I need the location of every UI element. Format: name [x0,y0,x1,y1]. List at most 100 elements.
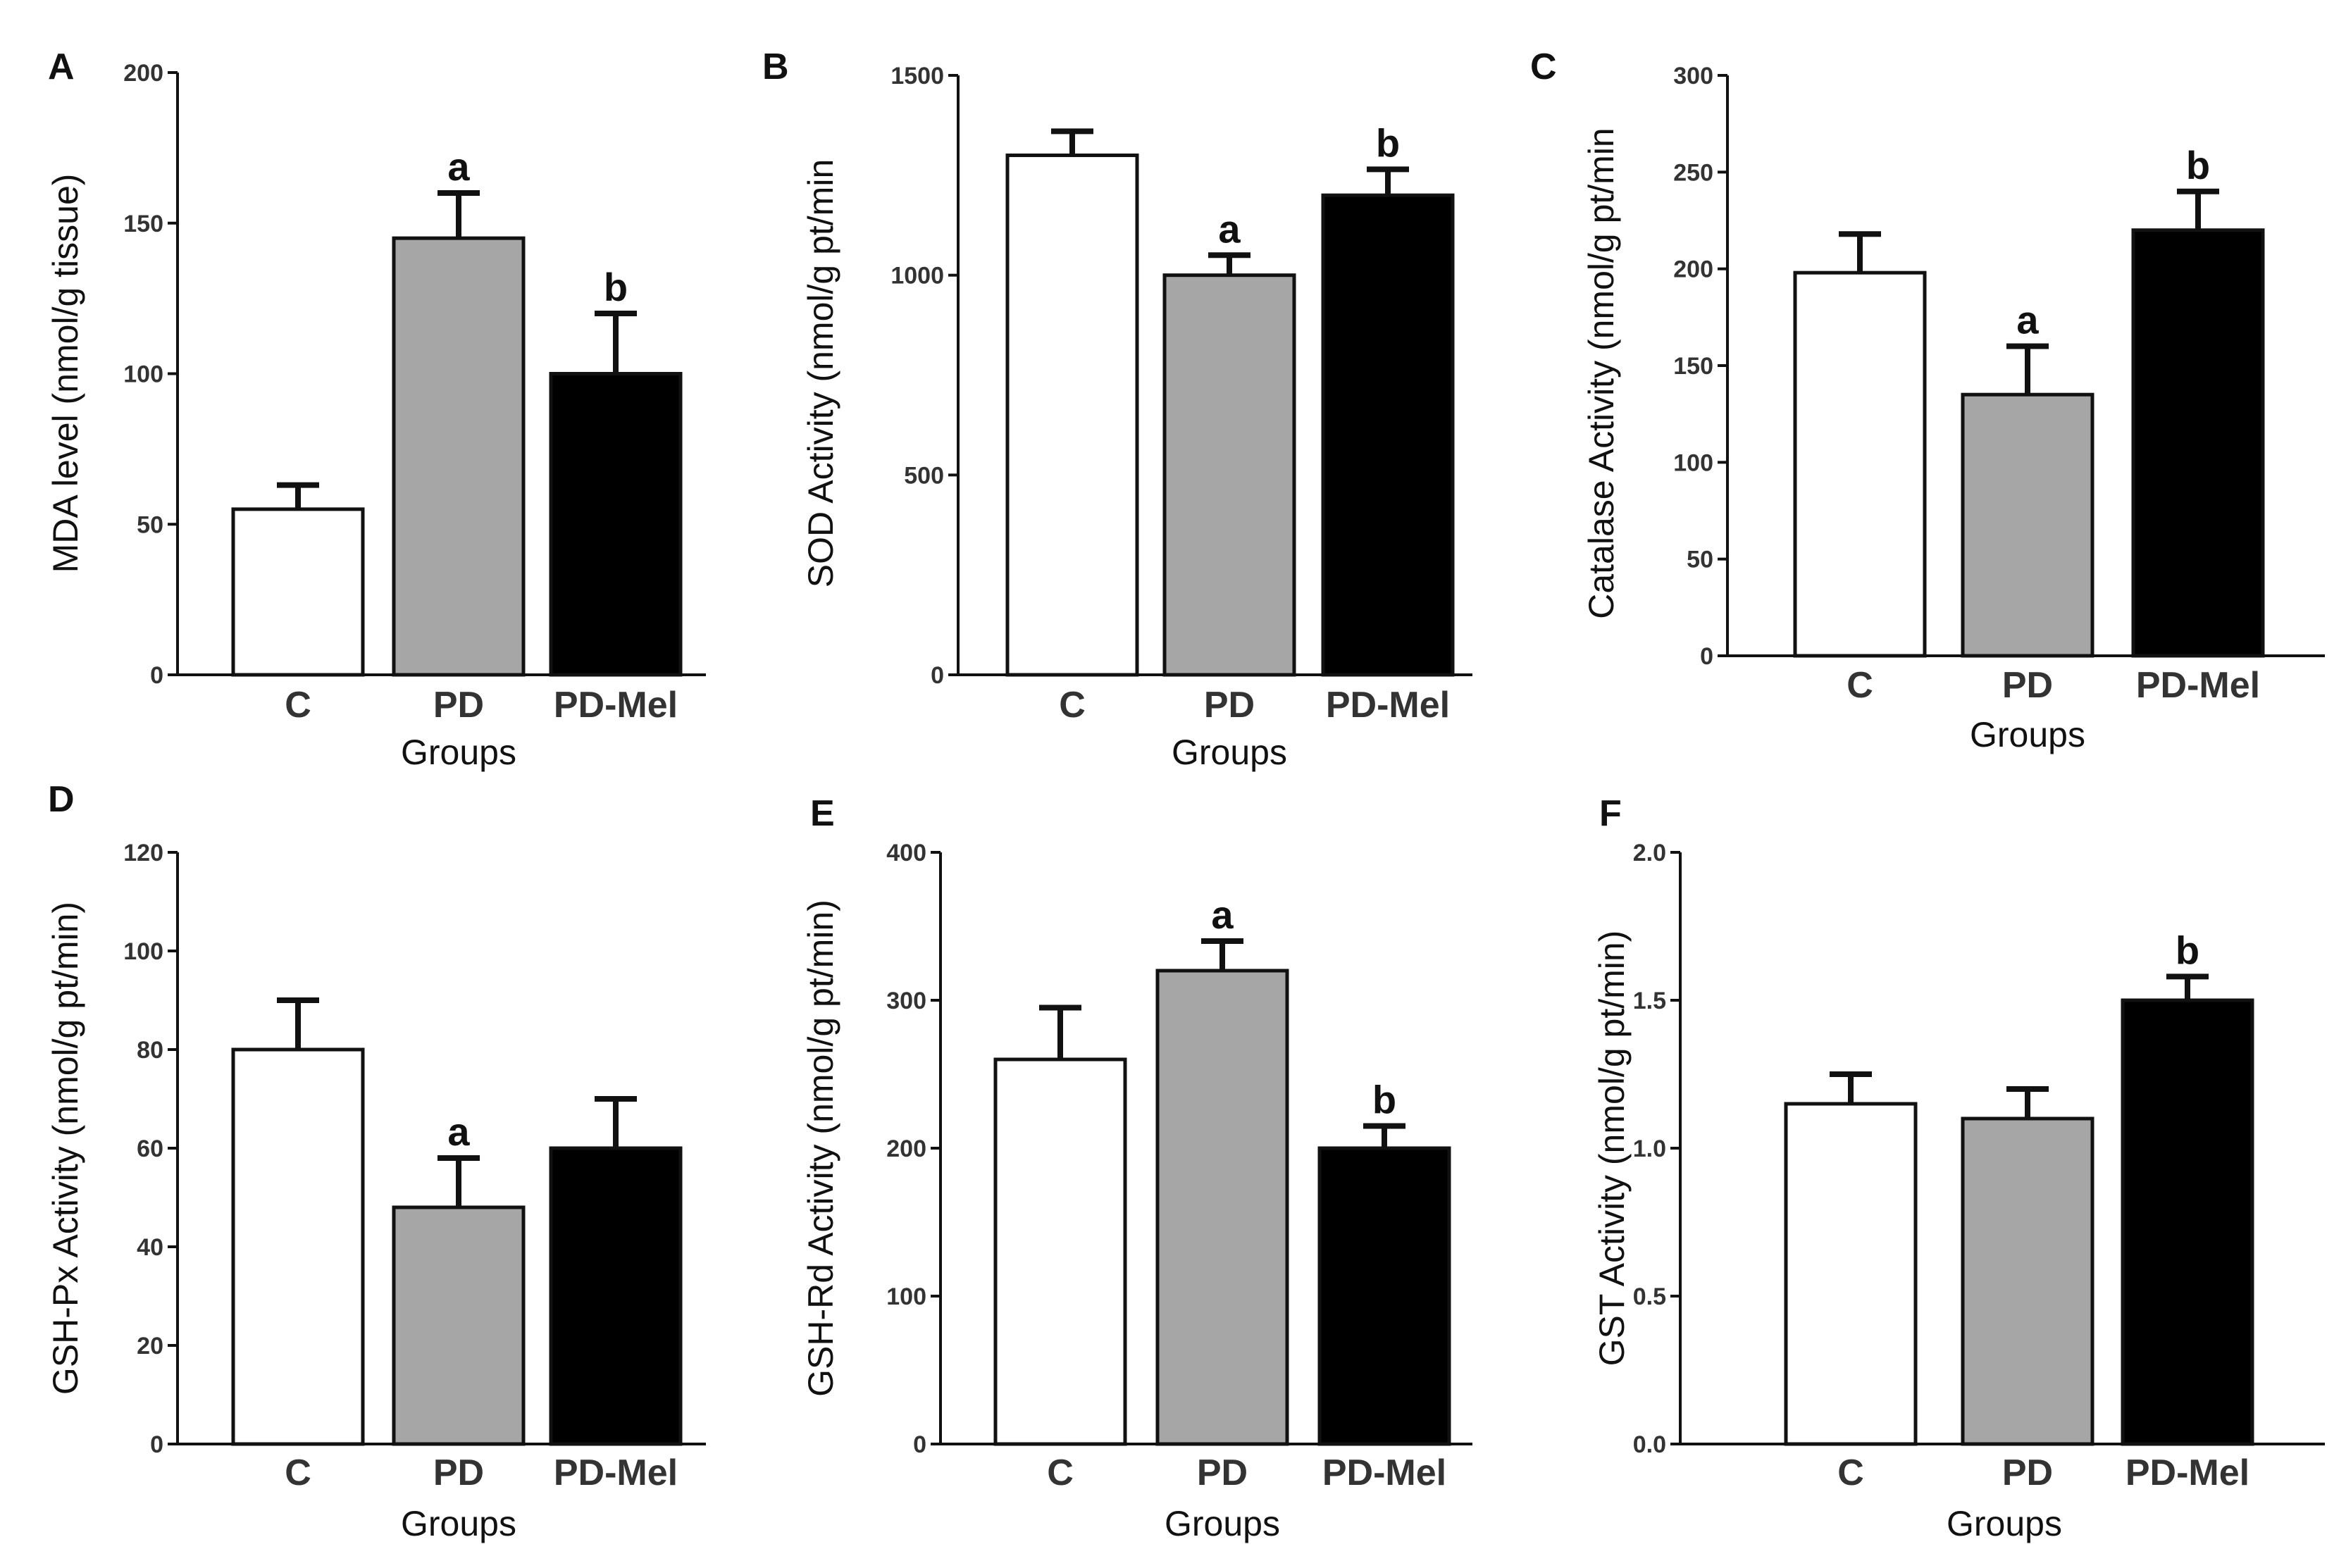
category-label: PD-Mel [554,685,678,726]
significance-label: b [2186,143,2210,187]
category-label: C [1047,1452,1074,1493]
y-tick-label: 1.5 [1633,988,1666,1014]
y-tick-label: 0 [150,1431,163,1458]
y-tick-label: 200 [123,60,163,87]
panel-c: C Catalase Activity (nmol/g pt/min 0 50 100 1… [1530,46,2325,754]
y-tick-label: 1500 [890,63,944,89]
bar-pd-mel [2121,998,2254,1446]
bar-pd [1162,273,1296,677]
panel-letter: B [762,46,789,87]
y-axis-title: GST Activity (nmol/g pt/min) [1592,931,1632,1367]
significance-label: a [447,144,470,189]
category-label: PD-Mel [1322,1452,1446,1493]
bar-pd-mel [549,372,683,677]
y-tick-label: 0 [913,1431,926,1458]
y-tick-label: 100 [123,361,163,388]
y-axis-title: GSH-Rd Activity (nmol/g pt/min) [801,900,840,1397]
bar-pd-mel [2131,228,2265,658]
category-label: PD-Mel [554,1452,678,1493]
y-tick-label: 100 [123,938,163,965]
x-axis-title: Groups [1165,1504,1280,1543]
y-tick-label: 200 [886,1135,926,1162]
panel-letter: A [48,46,75,87]
significance-label: a [2016,298,2039,342]
bar-c [231,507,365,677]
category-label: C [1847,665,1873,706]
bar-pd-mel [1317,1146,1451,1446]
y-tick-label: 300 [1673,63,1713,89]
y-axis-title: GSH-Px Activity (nmol/g pt/min) [46,902,85,1395]
significance-label: b [2176,928,2199,972]
y-axis-title: SOD Activity (nmol/g pt/min [801,159,840,588]
y-tick-label: 120 [123,840,163,866]
x-axis-title: Groups [1172,733,1287,772]
y-tick-label: 80 [137,1037,163,1064]
bar-c [231,1047,365,1446]
bar-pd [392,1205,526,1446]
y-axis-title: Catalase Activity (nmol/g pt/min [1582,127,1621,619]
panel-d: D GSH-Px Activity (nmol/g pt/min) 0 20 40 60 8… [46,779,706,1543]
bar-pd-mel [1321,193,1455,677]
y-tick-label: 0 [931,662,944,689]
significance-label: a [1211,892,1234,937]
category-label: PD [433,685,484,726]
y-tick-label: 250 [1673,159,1713,186]
y-tick-label: 1.0 [1633,1135,1666,1162]
significance-label: b [1372,1078,1396,1122]
y-tick-label: 0.5 [1633,1283,1666,1310]
y-tick-label: 50 [1687,547,1713,573]
panel-letter: D [48,779,75,820]
bar-c [1793,270,1927,658]
significance-label: b [604,265,628,309]
y-tick-label: 500 [904,462,944,489]
y-tick-label: 300 [886,988,926,1014]
y-tick-label: 100 [886,1283,926,1310]
bar-pd [1961,1116,2094,1446]
y-tick-label: 20 [137,1333,163,1359]
panel-letter: F [1599,793,1622,834]
category-label: C [1059,685,1086,726]
category-label: PD [1204,685,1255,726]
bar-c [993,1057,1127,1446]
category-label: C [285,685,311,726]
y-tick-label: 60 [137,1135,163,1162]
significance-label: a [447,1109,470,1154]
significance-label: a [1218,206,1241,251]
panel-b: B SOD Activity (nmol/g pt/min 0 500 1000 1500… [762,46,1472,772]
y-tick-label: 50 [137,511,163,538]
y-tick-label: 0.0 [1633,1431,1666,1458]
panel-a: A MDA level (nmol/g tissue) 0 50 100 150 200 C P… [46,46,706,772]
category-label: C [285,1452,311,1493]
significance-label: b [1376,120,1400,165]
y-tick-label: 40 [137,1234,163,1261]
category-label: PD [1197,1452,1248,1493]
y-tick-label: 1000 [890,263,944,290]
x-axis-title: Groups [401,733,516,772]
x-axis-title: Groups [401,1504,516,1543]
panel-e: E GSH-Rd Activity (nmol/g pt/min) 0 100 200 3… [801,793,1472,1543]
y-tick-label: 0 [1700,643,1713,670]
x-axis-title: Groups [1970,715,2085,754]
category-label: PD-Mel [1326,685,1450,726]
category-label: C [1837,1452,1864,1493]
category-label: PD [2002,1452,2053,1493]
y-tick-label: 2.0 [1633,840,1666,866]
bar-pd [1961,392,2094,658]
bar-c [1005,153,1139,677]
y-tick-label: 150 [123,211,163,237]
panel-f: F GST Activity (nmol/g pt/min) 0.0 0.5 1.0 1.… [1592,793,2325,1543]
category-label: PD [433,1452,484,1493]
x-axis-title: Groups [1947,1504,2062,1543]
category-label: PD-Mel [2136,665,2260,706]
panel-letter: E [810,793,835,834]
bar-pd-mel [549,1146,683,1446]
category-label: PD-Mel [2125,1452,2249,1493]
category-label: PD [2002,665,2053,706]
y-tick-label: 400 [886,840,926,866]
panel-letter: C [1530,46,1557,87]
y-tick-label: 200 [1673,256,1713,283]
y-tick-label: 100 [1673,449,1713,476]
bar-c [1784,1102,1918,1446]
y-tick-label: 150 [1673,353,1713,380]
y-axis-title: MDA level (nmol/g tissue) [46,174,85,573]
